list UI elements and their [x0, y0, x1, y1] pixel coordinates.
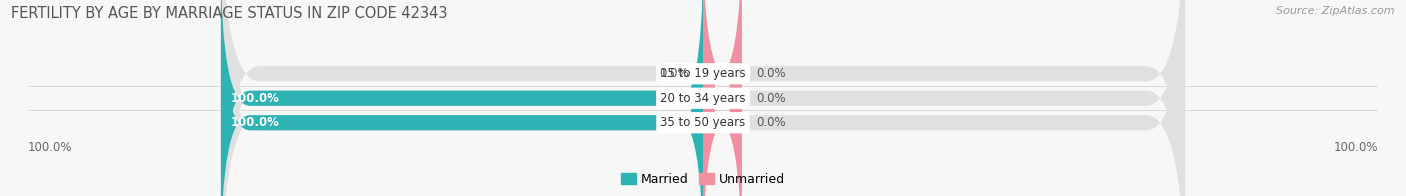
Text: 35 to 50 years: 35 to 50 years: [661, 116, 745, 129]
FancyBboxPatch shape: [221, 0, 703, 196]
Legend: Married, Unmarried: Married, Unmarried: [621, 173, 785, 186]
Text: Source: ZipAtlas.com: Source: ZipAtlas.com: [1277, 6, 1395, 16]
Text: 100.0%: 100.0%: [231, 92, 280, 105]
Text: 0.0%: 0.0%: [756, 116, 786, 129]
FancyBboxPatch shape: [703, 0, 741, 196]
FancyBboxPatch shape: [703, 0, 741, 196]
Text: 0.0%: 0.0%: [756, 67, 786, 80]
Text: FERTILITY BY AGE BY MARRIAGE STATUS IN ZIP CODE 42343: FERTILITY BY AGE BY MARRIAGE STATUS IN Z…: [11, 6, 447, 21]
Text: 0.0%: 0.0%: [756, 92, 786, 105]
Text: 100.0%: 100.0%: [1333, 141, 1378, 154]
FancyBboxPatch shape: [221, 0, 1185, 196]
Text: 100.0%: 100.0%: [28, 141, 73, 154]
Text: 100.0%: 100.0%: [231, 116, 280, 129]
Text: 20 to 34 years: 20 to 34 years: [661, 92, 745, 105]
FancyBboxPatch shape: [221, 0, 1185, 196]
FancyBboxPatch shape: [221, 0, 703, 196]
FancyBboxPatch shape: [221, 0, 1185, 196]
Text: 0.0%: 0.0%: [659, 67, 689, 80]
FancyBboxPatch shape: [703, 0, 741, 196]
Text: 15 to 19 years: 15 to 19 years: [661, 67, 745, 80]
